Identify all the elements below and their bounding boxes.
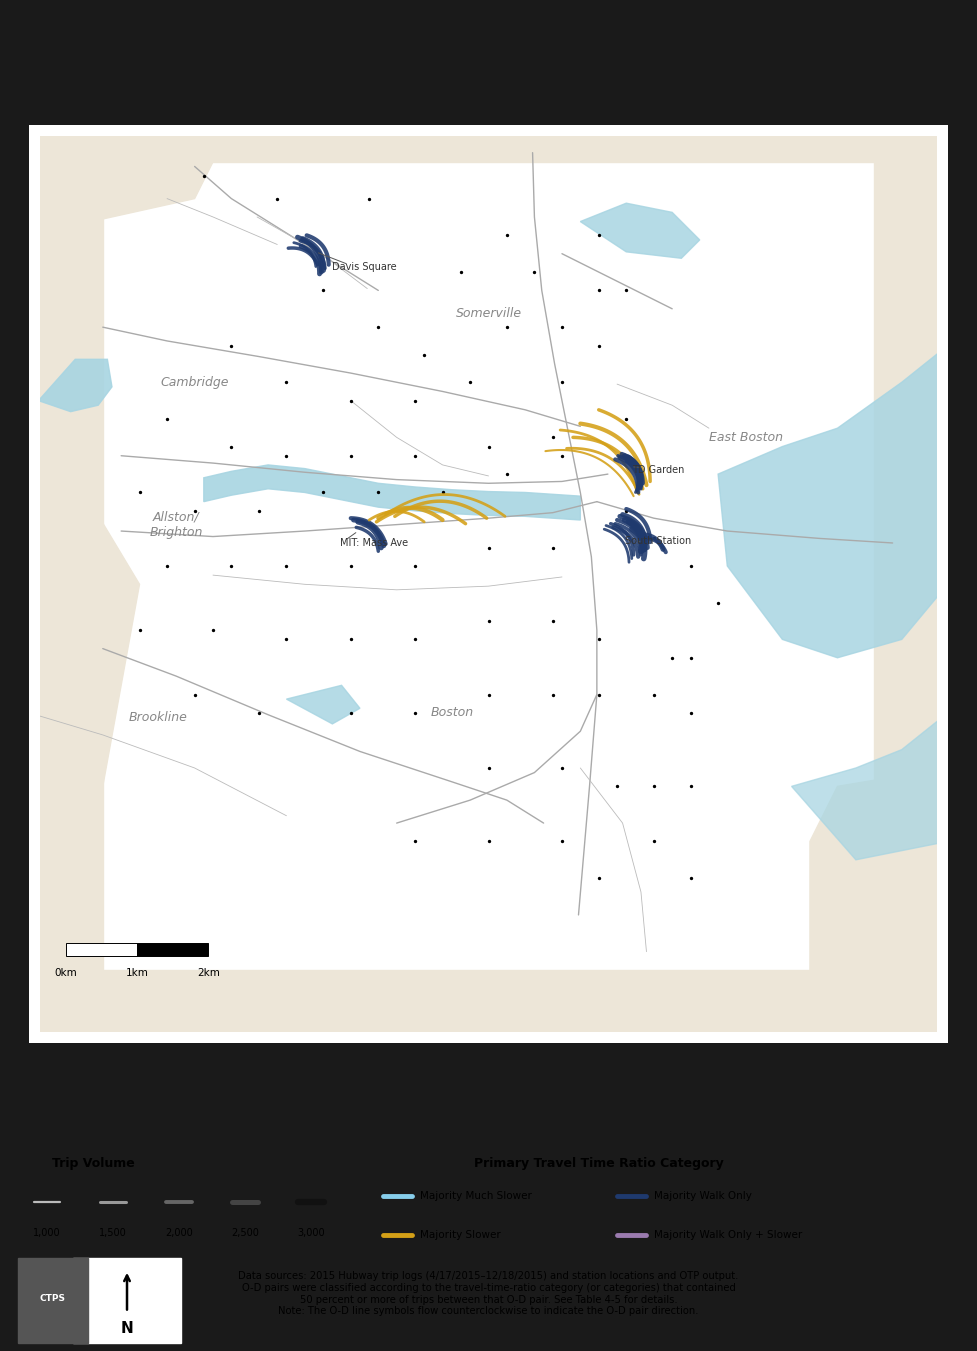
Polygon shape xyxy=(204,465,580,520)
Text: 1,500: 1,500 xyxy=(99,1228,127,1239)
Text: Data sources: 2015 Hubway trip logs (4/17/2015–12/18/2015) and station locations: Data sources: 2015 Hubway trip logs (4/1… xyxy=(238,1271,739,1316)
Polygon shape xyxy=(810,767,948,970)
Polygon shape xyxy=(791,713,948,859)
Text: Davis Square: Davis Square xyxy=(332,262,397,273)
Polygon shape xyxy=(29,126,103,1043)
Text: East Boston: East Boston xyxy=(708,431,783,444)
Text: 1km: 1km xyxy=(126,969,149,978)
Text: Boston: Boston xyxy=(430,707,473,719)
Text: Somerville: Somerville xyxy=(455,307,522,320)
Text: N: N xyxy=(120,1321,134,1336)
Text: Trip Volume: Trip Volume xyxy=(52,1156,135,1170)
Text: 2km: 2km xyxy=(197,969,220,978)
Text: Majority Slower: Majority Slower xyxy=(420,1231,500,1240)
Text: 0km: 0km xyxy=(55,969,77,978)
Text: 1,000: 1,000 xyxy=(33,1228,61,1239)
Polygon shape xyxy=(718,346,948,658)
Text: Brookline: Brookline xyxy=(128,711,188,724)
Bar xyxy=(137,943,208,957)
Bar xyxy=(18,1258,88,1343)
Text: 2,000: 2,000 xyxy=(165,1228,192,1239)
Polygon shape xyxy=(29,126,232,235)
Bar xyxy=(66,943,137,957)
Polygon shape xyxy=(103,153,874,970)
Bar xyxy=(29,1032,948,1043)
Text: TD Garden: TD Garden xyxy=(632,465,685,474)
Polygon shape xyxy=(29,493,140,786)
Polygon shape xyxy=(580,203,700,258)
Text: Majority Walk Only: Majority Walk Only xyxy=(654,1192,751,1201)
Polygon shape xyxy=(286,685,360,724)
Text: Allston/
Brighton: Allston/ Brighton xyxy=(149,511,203,539)
Bar xyxy=(29,126,40,1043)
Text: MIT: Mass Ave: MIT: Mass Ave xyxy=(340,538,407,549)
Bar xyxy=(73,1258,181,1343)
Bar xyxy=(29,126,948,136)
Bar xyxy=(937,126,948,1043)
Text: Cambridge: Cambridge xyxy=(160,376,229,389)
Polygon shape xyxy=(29,970,948,1043)
Text: Majority Much Slower: Majority Much Slower xyxy=(420,1192,531,1201)
Polygon shape xyxy=(874,126,948,1043)
Polygon shape xyxy=(29,126,948,162)
Text: 3,000: 3,000 xyxy=(297,1228,325,1239)
Text: CTPS: CTPS xyxy=(40,1294,65,1302)
Text: South Station: South Station xyxy=(625,536,692,546)
Polygon shape xyxy=(38,359,112,412)
Text: Primary Travel Time Ratio Category: Primary Travel Time Ratio Category xyxy=(474,1156,724,1170)
Text: 2,500: 2,500 xyxy=(232,1228,259,1239)
Text: Majority Walk Only + Slower: Majority Walk Only + Slower xyxy=(654,1231,802,1240)
